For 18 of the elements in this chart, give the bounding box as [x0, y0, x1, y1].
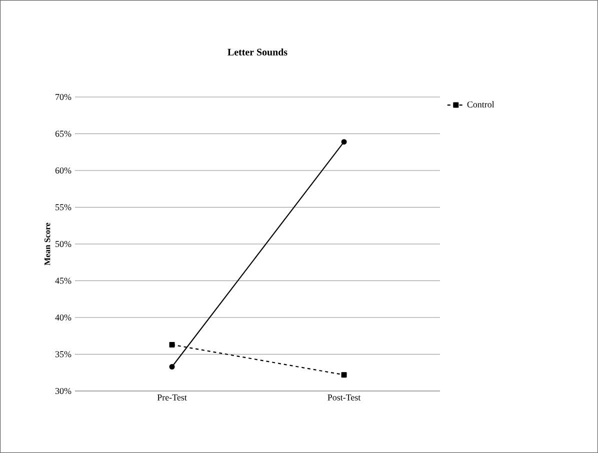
y-tick-label: 60%	[55, 167, 72, 174]
x-tick-label: Post-Test	[328, 394, 361, 400]
point	[169, 342, 175, 348]
y-tick-label: 45%	[55, 278, 72, 284]
point	[341, 139, 347, 145]
point	[169, 364, 175, 370]
point	[341, 372, 347, 378]
legend-label: Control	[467, 101, 494, 108]
y-axis-title: Mean Score	[44, 222, 50, 266]
y-tick-label: 30%	[55, 388, 72, 394]
chart-title: Letter Sounds	[228, 48, 288, 56]
x-tick-label: Pre-Test	[157, 394, 187, 400]
y-tick-label: 40%	[55, 314, 72, 321]
y-tick-label: 70%	[56, 94, 72, 100]
y-tick-label: 55%	[56, 204, 72, 210]
y-tick-label: 65%	[55, 130, 72, 137]
y-tick-label: 50%	[56, 240, 72, 248]
y-tick-label: 35%	[55, 351, 72, 358]
